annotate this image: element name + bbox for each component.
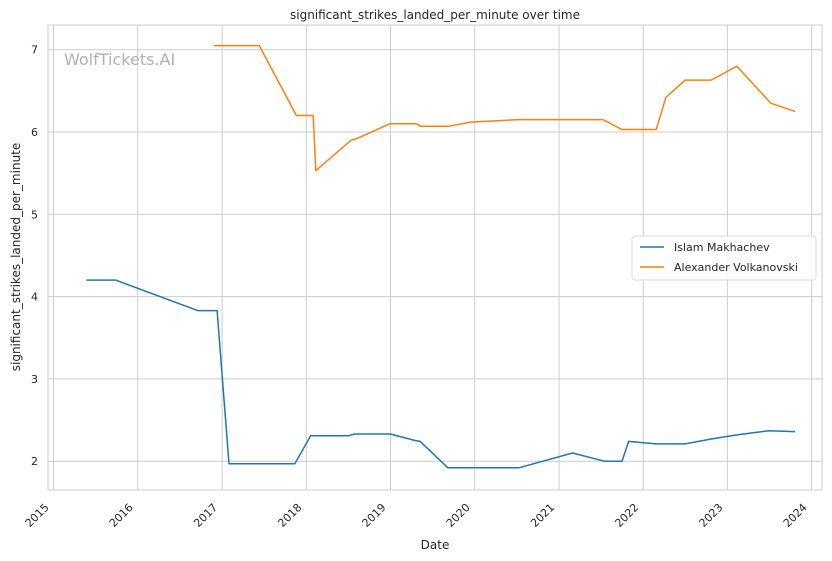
chart-title: significant_strikes_landed_per_minute ov…	[290, 8, 580, 22]
series-lines	[86, 44, 796, 469]
y-axis-title: significant_strikes_landed_per_minute	[9, 143, 23, 372]
y-tick-labels: 2 3 4 5 6 7	[31, 44, 38, 469]
plot-frame	[47, 24, 823, 491]
legend-label-alexander-volkanovski: Alexander Volkanovski	[674, 261, 798, 274]
legend: Islam Makhachev Alexander Volkanovski	[631, 235, 817, 281]
y-tick-label: 5	[31, 208, 38, 221]
watermark: WolfTickets.AI	[64, 50, 175, 69]
legend-frame	[631, 235, 817, 281]
x-tick-labels: 2015 2016 2017 2018 2019 2020 2021 2022 2023 2024	[23, 501, 810, 530]
legend-label-islam-makhachev: Islam Makhachev	[674, 241, 770, 254]
y-tick-label: 3	[31, 373, 38, 386]
y-tick-label: 6	[31, 126, 38, 139]
y-tick-label: 4	[31, 291, 38, 304]
x-axis-title: Date	[421, 538, 450, 552]
y-tick-label: 2	[31, 455, 38, 468]
y-tick-label: 7	[31, 44, 38, 57]
series-line-islam-makhachev	[86, 279, 796, 469]
series-line-alexander-volkanovski	[213, 44, 796, 172]
